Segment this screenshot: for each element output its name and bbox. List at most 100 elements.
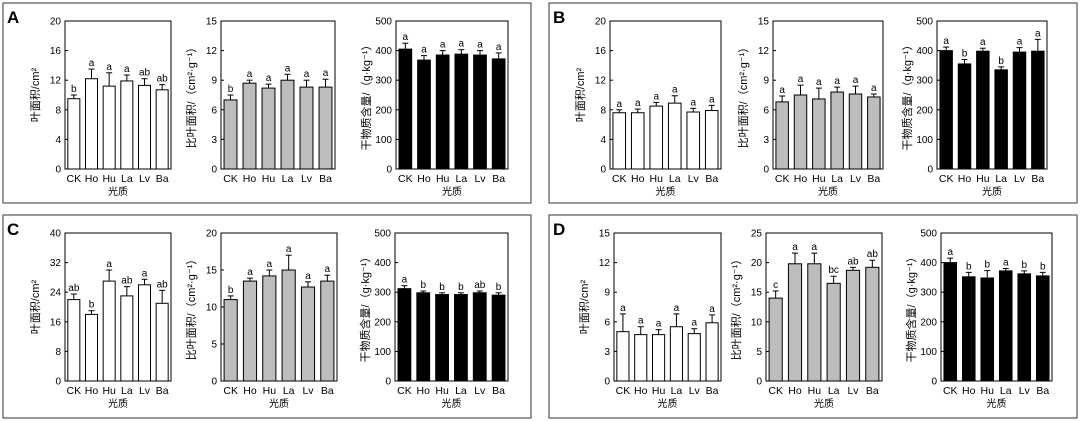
x-axis-label: 光质 [987,397,1007,410]
significance-letter: a [286,244,292,255]
significance-letter: a [635,98,641,109]
y-tick-label: 6 [211,105,217,116]
bar [120,295,134,382]
significance-letter: a [691,318,697,329]
significance-letter: a [798,74,804,85]
y-axis-label: 叶面积/cm² [574,67,587,122]
significance-letter: a [325,264,331,275]
y-tick-label: 5 [756,347,762,358]
significance-letter: ab [474,280,486,291]
x-tick-label: Ho [417,173,431,185]
bar [223,99,238,170]
bar [300,286,316,382]
significance-letter: b [89,300,95,311]
x-tick-label: Hu [102,173,116,185]
significance-letter: a [267,259,273,270]
significance-letter: a [142,268,148,279]
significance-letter: a [266,73,272,84]
chart-d-3: 0 100 200 300 400 500 干物质含量/（g·kg⁻¹） a CK b Ho b Hu a… [904,229,1053,410]
plot-frame [395,20,509,170]
plot-frame [220,20,336,170]
x-tick-label: Ba [321,385,334,397]
x-tick-label: Ba [156,173,169,185]
significance-letter: a [402,275,408,286]
x-tick-label: CK [397,385,412,397]
x-tick-label: Hu [262,173,276,185]
significance-letter: b [496,282,502,293]
significance-letter: a [674,303,680,314]
y-tick-label: 0 [931,377,937,388]
y-tick-label: 20 [751,258,763,269]
x-axis-label: 光质 [658,397,678,410]
bar [120,80,134,170]
significance-letter: a [812,242,818,253]
y-tick-label: 3 [604,347,610,358]
significance-letter: a [816,77,822,88]
y-tick-label: 0 [55,377,61,388]
x-tick-label: Lv [302,385,314,397]
significance-letter: a [943,36,949,47]
y-tick-label: 400 [374,258,391,269]
bar [686,111,701,170]
x-tick-label: La [828,385,840,397]
significance-letter: a [124,64,130,75]
bar [137,284,152,382]
y-tick-label: 15 [599,229,611,240]
y-tick-label: 0 [604,377,610,388]
significance-letter: b [71,84,77,95]
y-tick-label: 100 [916,135,933,146]
x-tick-label: CK [939,173,954,185]
y-tick-label: 20 [595,17,607,28]
y-tick-label: 3 [763,135,769,146]
x-tick-label: Ho [634,385,648,397]
y-tick-label: 3 [211,135,217,146]
significance-letter: ab [867,249,879,260]
significance-letter: c [773,280,778,291]
x-tick-label: CK [223,385,238,397]
bar [793,94,808,170]
bar [280,79,295,170]
chart-a-2: 0 3 6 9 12 15 比叶面积/（cm²·g⁻¹） b CK a Ho a Hu a La a Lv a Ba [185,17,336,185]
bar [320,280,335,382]
y-tick-label: 200 [374,317,391,328]
bar [704,110,719,170]
significance-letter: ab [121,276,133,287]
x-axis-label: 光质 [818,185,838,198]
significance-letter: a [106,259,112,270]
bar [634,334,648,382]
y-tick-label: 12 [595,76,607,87]
bar [417,59,431,170]
significance-letter: b [984,260,990,271]
x-tick-label: Ba [492,173,505,185]
x-tick-label: La [455,385,467,397]
panel-label: D [553,220,565,239]
x-tick-label: La [831,173,843,185]
y-tick-label: 9 [604,288,610,299]
x-tick-label: Ba [492,385,505,397]
x-tick-label: La [671,385,683,397]
y-tick-label: 15 [751,288,763,299]
y-tick-label: 12 [758,46,770,57]
x-tick-label: Ba [156,385,169,397]
bar [397,288,412,382]
chart-c-3: 0 100 200 300 400 500 干物质含量/（g·kg⁻¹） a CK b Ho b Hu b… [358,229,509,410]
bar [957,63,972,170]
y-tick-label: 8 [55,105,61,116]
x-tick-label: Ho [962,385,976,397]
bar [943,262,958,382]
x-tick-label: Hu [808,385,822,397]
y-tick-label: 12 [599,258,611,269]
significance-letter: b [962,48,968,59]
significance-letter: b [1040,261,1046,272]
y-tick-label: 300 [916,76,933,87]
plot-frame [609,20,722,170]
bar [435,294,449,382]
significance-letter: b [228,285,234,296]
significance-letter: a [792,242,798,253]
x-tick-label: Hu [436,173,450,185]
significance-letter: b [458,282,464,293]
y-tick-label: 400 [375,46,392,57]
bar [242,280,258,382]
x-tick-label: Ho [794,173,808,185]
significance-letter: a [690,97,696,108]
